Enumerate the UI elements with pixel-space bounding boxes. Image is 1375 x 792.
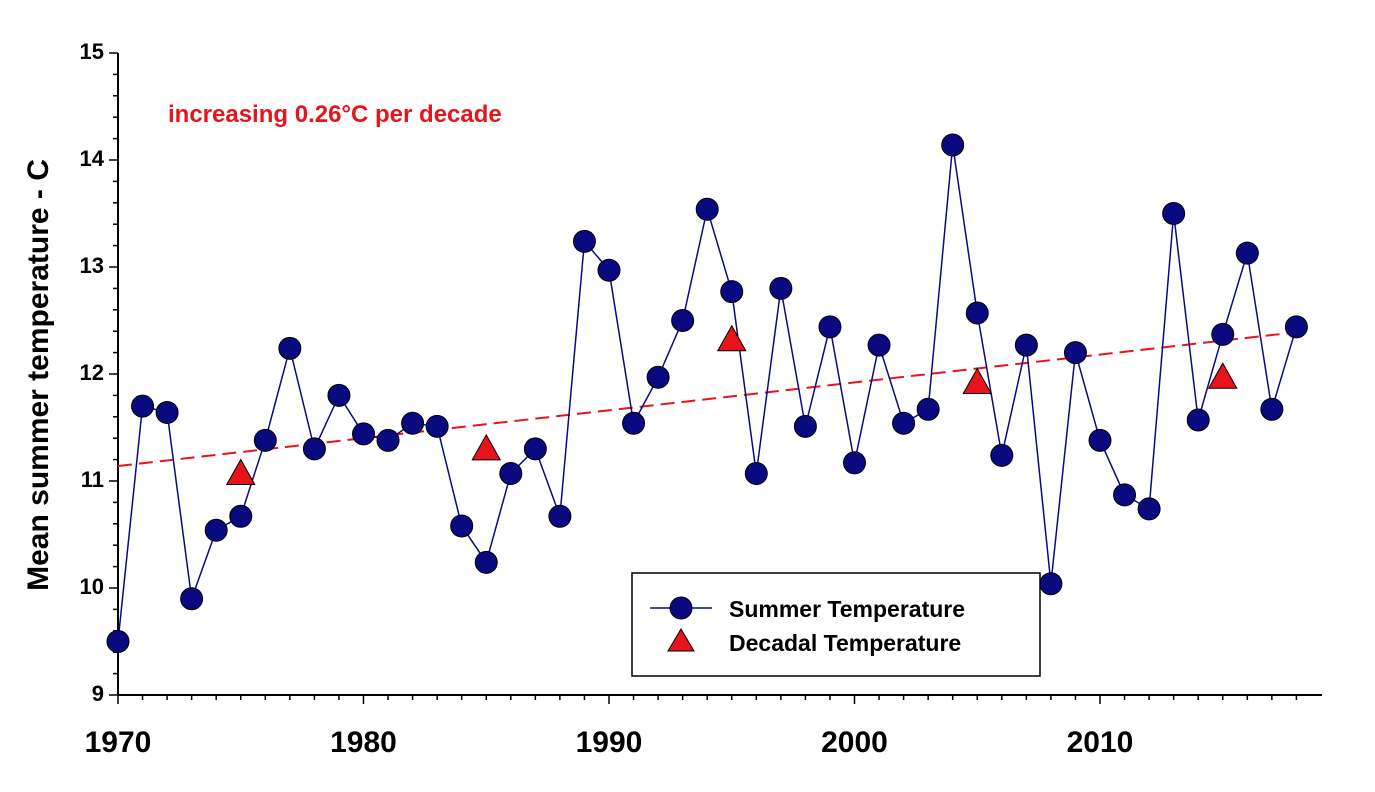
y-axis-label: Mean summer temperature - C xyxy=(22,159,55,591)
summer-temperature-point xyxy=(1235,241,1259,265)
summer-temperature-point xyxy=(572,229,596,253)
summer-temperature-point xyxy=(1137,497,1161,521)
summer-temperature-point xyxy=(548,504,572,528)
summer-temperature-point xyxy=(474,550,498,574)
x-tick-label: 1970 xyxy=(85,726,152,759)
summer-temperature-point xyxy=(229,504,253,528)
trend-annotation: increasing 0.26°C per decade xyxy=(168,101,502,128)
summer-temperature-point xyxy=(867,333,891,357)
legend-marker-decadal xyxy=(667,628,695,652)
summer-temperature-point xyxy=(352,422,375,446)
legend-marker-summer xyxy=(669,596,693,620)
summer-temperature-point xyxy=(965,301,989,325)
summer-temperature-point xyxy=(671,309,695,332)
summer-temperature-point xyxy=(916,397,940,421)
summer-temperature-point xyxy=(646,365,670,389)
summer-temperature-point xyxy=(622,411,646,435)
summer-temperature-point xyxy=(131,394,155,418)
y-tick-label: 9 xyxy=(92,681,104,706)
y-tick-label: 12 xyxy=(80,360,104,385)
summer-temperature-point xyxy=(523,437,547,461)
y-tick-label: 13 xyxy=(80,253,104,278)
summer-temperature-point xyxy=(1186,408,1210,432)
summer-temperature-point xyxy=(1014,333,1038,357)
summer-temperature-point xyxy=(720,280,744,304)
summer-temperature-point xyxy=(302,437,326,461)
summer-temperature-point xyxy=(843,451,866,475)
summer-temperature-point xyxy=(106,630,130,653)
summer-temperature-point xyxy=(1162,202,1186,225)
legend-label-decadal: Decadal Temperature xyxy=(729,630,961,656)
summer-temperature-point xyxy=(1211,322,1235,346)
x-tick-label: 1980 xyxy=(330,726,397,759)
summer-temperature-point xyxy=(204,518,228,542)
summer-temperature-point xyxy=(327,383,351,407)
summer-temperature-point xyxy=(892,411,916,435)
summer-temperature-point xyxy=(695,197,719,221)
summer-temperature-point xyxy=(425,414,449,438)
summer-temperature-point xyxy=(793,414,817,438)
summer-temperature-point xyxy=(1284,315,1308,339)
summer-temperature-point xyxy=(278,336,302,360)
decadal-temperature-point xyxy=(471,433,502,461)
summer-temperature-point xyxy=(1113,483,1137,507)
summer-temperature-point xyxy=(253,428,277,452)
legend-box xyxy=(631,572,1041,677)
summer-temperature-point xyxy=(401,411,425,435)
x-tick-label: 1990 xyxy=(576,726,643,759)
summer-temperature-point xyxy=(499,462,523,486)
legend-label-summer: Summer Temperature xyxy=(729,596,965,622)
decadal-temperature-point xyxy=(716,324,747,352)
summer-temperature-point xyxy=(450,514,474,538)
summer-temperature-point xyxy=(180,587,204,611)
x-tick-label: 2000 xyxy=(821,726,888,759)
series-layer xyxy=(106,133,1308,653)
axes: 9 10 11 12 13 14 15 1970 1980 1990 2000 2010 xyxy=(80,39,1322,759)
summer-temperature-point xyxy=(155,401,179,425)
summer-temperature-point xyxy=(1260,397,1284,421)
y-tick-label: 14 xyxy=(80,146,105,171)
y-tick-label: 10 xyxy=(80,574,104,599)
summer-temperature-point xyxy=(376,428,400,452)
decadal-temperature-point xyxy=(225,458,256,486)
summer-temperature-point xyxy=(941,133,965,157)
decadal-temperature-point xyxy=(1207,362,1238,389)
summer-temperature-point xyxy=(990,443,1014,467)
summer-temperature-point xyxy=(1063,341,1087,365)
decadal-layer xyxy=(225,324,1238,486)
summer-temperature-point xyxy=(818,315,842,339)
summer-temperature-point xyxy=(1088,428,1112,452)
summer-temperature-point xyxy=(1039,572,1063,596)
legend: Summer Temperature Decadal Temperature xyxy=(631,572,1041,677)
summer-temperature-point xyxy=(597,258,621,282)
decadal-temperature-point xyxy=(962,367,993,395)
y-tick-label: 15 xyxy=(80,39,104,64)
summer-temperature-point xyxy=(769,276,793,300)
y-tick-label: 11 xyxy=(81,467,104,492)
summer-temperature-point xyxy=(744,462,768,486)
x-tick-label: 2010 xyxy=(1067,726,1134,759)
